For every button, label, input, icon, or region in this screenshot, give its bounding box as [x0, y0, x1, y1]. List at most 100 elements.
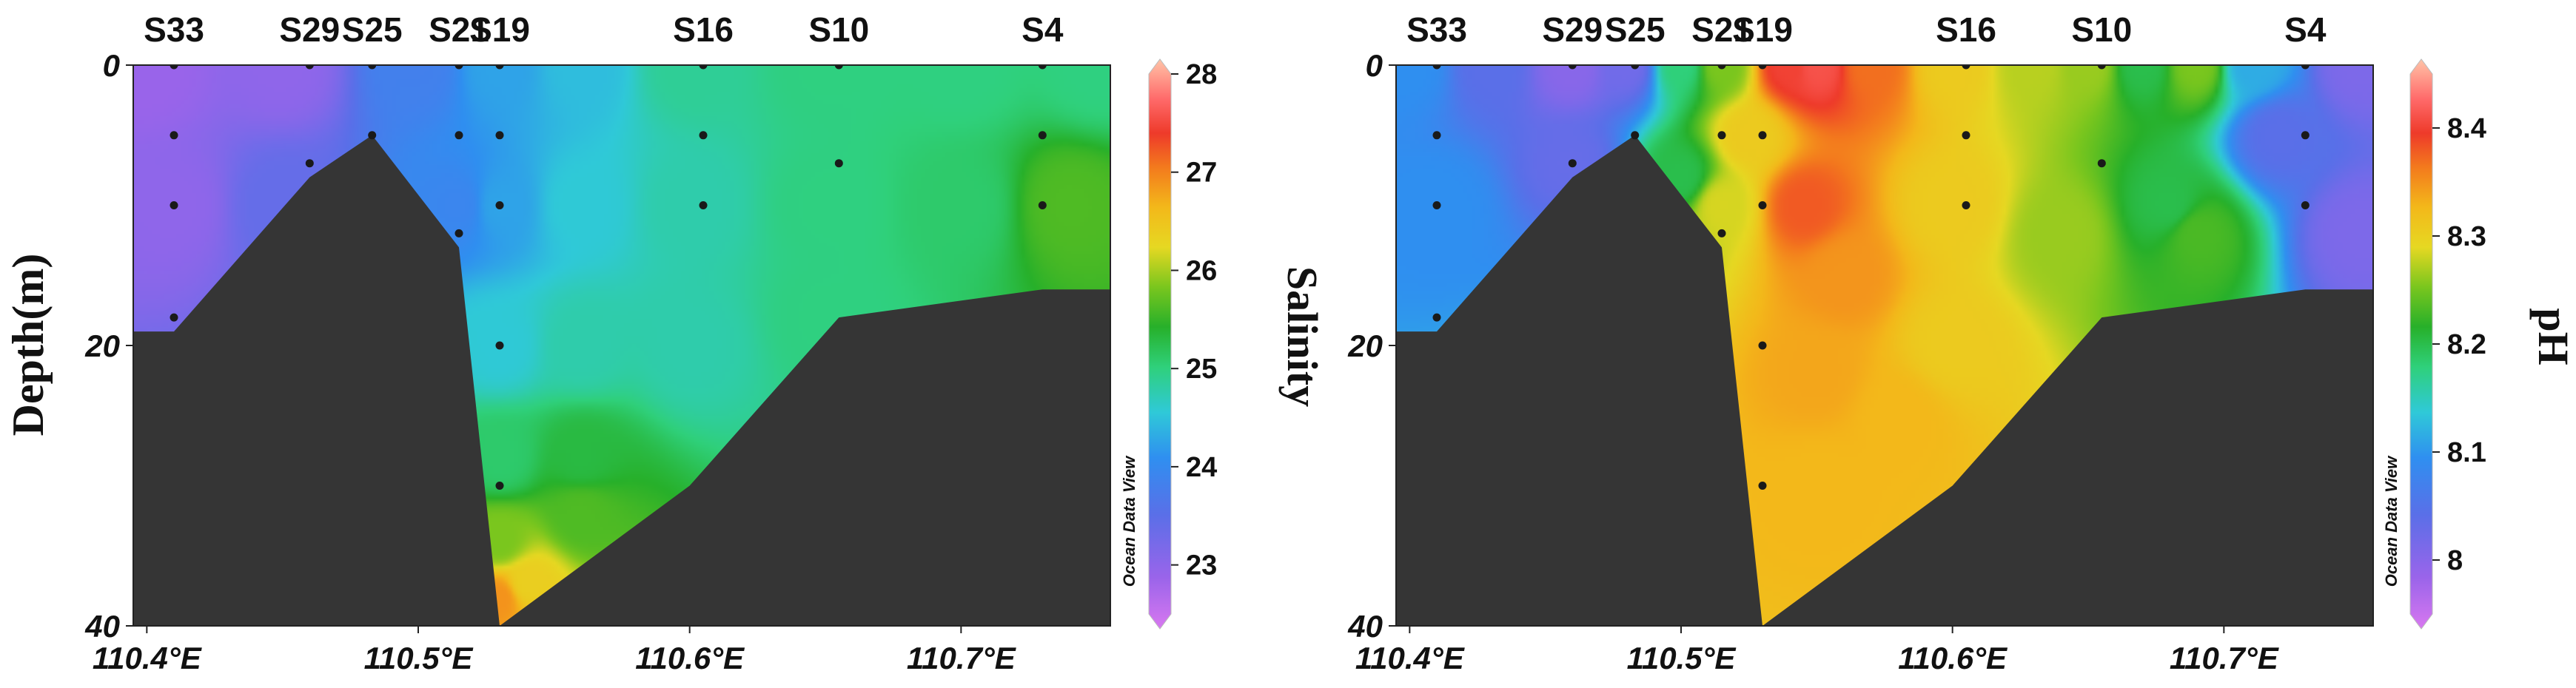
- sample-point: [834, 159, 843, 168]
- station-label: S29: [1542, 10, 1603, 49]
- seafloor-topography: [1396, 135, 2373, 626]
- sample-point: [170, 65, 178, 70]
- y-tick-label: 0: [1366, 48, 1383, 83]
- sample-point: [495, 65, 504, 70]
- sample-point: [1717, 131, 1726, 140]
- watermark: Ocean Data View: [1120, 455, 1138, 587]
- sample-point: [1038, 65, 1047, 70]
- colorbar: 23 24 25 26 27 28: [1148, 58, 1217, 630]
- sample-point: [1962, 65, 1970, 70]
- x-tick-label: 110.7°E: [907, 641, 1017, 675]
- station-label: S21: [429, 10, 489, 49]
- seafloor-topography: [133, 135, 1110, 626]
- sample-points: [170, 65, 1047, 490]
- sample-point: [495, 482, 504, 490]
- x-tick-label: 110.6°E: [635, 641, 745, 675]
- sample-point: [1568, 65, 1577, 70]
- station-label: S16: [673, 10, 734, 49]
- colorbar-tick-label: 8.2: [2447, 329, 2486, 360]
- colorbar-ticks: 23 24 25 26 27 28: [1171, 59, 1217, 581]
- station-label: S25: [1605, 10, 1666, 49]
- sample-point: [1432, 313, 1441, 322]
- sample-point: [455, 229, 463, 237]
- watermark: Ocean Data View: [2382, 455, 2401, 587]
- sample-point: [1758, 65, 1767, 70]
- colorbar-ticks: 8 8.1 8.2 8.3 8.4: [2432, 113, 2486, 576]
- y-axis-label: Depth(m): [4, 254, 53, 436]
- sample-point: [1758, 341, 1767, 350]
- colorbar-tick-label: 8.1: [2447, 437, 2486, 468]
- sample-point: [305, 159, 314, 168]
- station-label: S33: [1406, 10, 1467, 49]
- colorbar-body: [1148, 58, 1172, 630]
- sample-point: [1038, 131, 1047, 140]
- station-label: S33: [144, 10, 204, 49]
- sample-points: [1432, 65, 2310, 490]
- station-label: S16: [1936, 10, 1996, 49]
- sample-point: [2097, 159, 2106, 168]
- x-tick-label: 110.4°E: [1355, 641, 1466, 675]
- station-label: S19: [469, 10, 530, 49]
- sample-point: [2301, 131, 2310, 140]
- sample-point: [368, 131, 377, 140]
- sample-point: [1758, 201, 1767, 209]
- sample-point: [455, 65, 463, 70]
- colorbar-tick-label: 25: [1186, 354, 1217, 385]
- sample-point: [1038, 201, 1047, 209]
- station-label: S29: [279, 10, 340, 49]
- sample-point: [699, 131, 708, 140]
- y-tick-label: 20: [84, 328, 120, 363]
- station-label: S4: [1022, 10, 1064, 49]
- station-label: S10: [808, 10, 869, 49]
- sample-point: [1432, 131, 1441, 140]
- station-label: S21: [1691, 10, 1752, 49]
- sample-point: [455, 131, 463, 140]
- colorbar-tick-label: 27: [1186, 158, 1217, 189]
- sample-point: [699, 65, 708, 70]
- colorbar-tick-label: 8.4: [2447, 113, 2486, 144]
- sample-point: [2301, 65, 2310, 70]
- sample-point: [368, 65, 377, 70]
- colorbar: 8 8.1 8.2 8.3 8.4: [2409, 58, 2486, 630]
- sample-point: [1962, 131, 1970, 140]
- sample-point: [1758, 482, 1767, 490]
- sample-point: [699, 201, 708, 209]
- y-axis-ticks: 0 20 40: [84, 48, 133, 644]
- x-axis-ticks: 110.4°E 110.5°E 110.6°E 110.7°E: [93, 626, 1017, 675]
- sample-point: [1962, 201, 1970, 209]
- x-axis-ticks: 110.4°E 110.5°E 110.6°E 110.7°E: [1355, 626, 2280, 675]
- station-label: S25: [342, 10, 403, 49]
- sample-point: [1717, 229, 1726, 237]
- sample-point: [2097, 65, 2106, 70]
- y-axis-ticks: 0 20 40: [1347, 48, 1396, 644]
- sample-point: [1717, 65, 1726, 70]
- sample-point: [170, 131, 178, 140]
- station-label: S19: [1732, 10, 1793, 49]
- y-tick-label: 40: [1347, 609, 1383, 644]
- sample-point: [834, 65, 843, 70]
- sample-point: [495, 131, 504, 140]
- x-tick-label: 110.4°E: [93, 641, 203, 675]
- x-tick-label: 110.5°E: [1627, 641, 1737, 675]
- station-label: S10: [2071, 10, 2132, 49]
- sample-point: [305, 65, 314, 70]
- colorbar-tick-label: 24: [1186, 452, 1217, 483]
- x-tick-label: 110.6°E: [1898, 641, 2008, 675]
- x-tick-label: 110.5°E: [364, 641, 474, 675]
- station-label: S4: [2284, 10, 2327, 49]
- sample-point: [1631, 65, 1640, 70]
- y-tick-label: 0: [103, 48, 120, 83]
- colorbar-title: Salinity: [1278, 266, 1326, 407]
- sample-point: [1432, 65, 1441, 70]
- x-tick-label: 110.7°E: [2170, 641, 2280, 675]
- colorbar-tick-label: 8.3: [2447, 221, 2486, 252]
- sample-point: [495, 341, 504, 350]
- colorbar-title: pH: [2529, 308, 2576, 365]
- colorbar-tick-label: 23: [1186, 550, 1217, 581]
- y-tick-label: 20: [1347, 328, 1383, 363]
- y-tick-label: 40: [84, 609, 120, 644]
